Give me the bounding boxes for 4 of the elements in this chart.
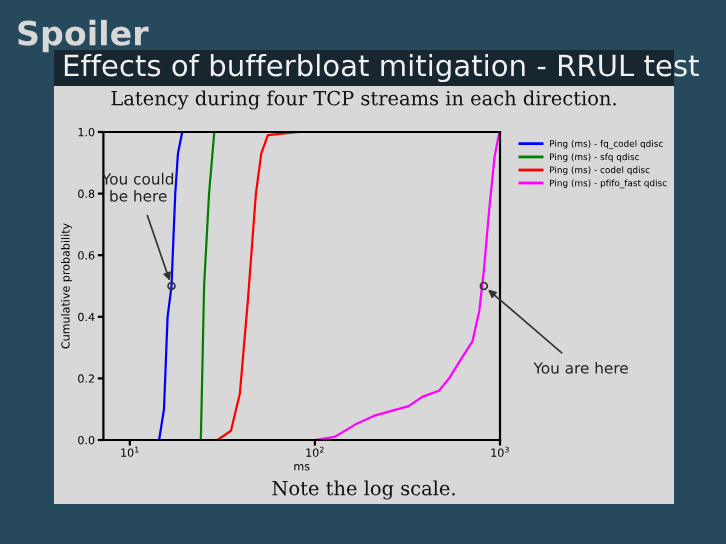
chart-title: Spoiler [18, 19, 149, 53]
chart-subtitle: Effects of bufferbloat mitigation - RRUL test [64, 53, 699, 83]
text: Latency during four TCP streams in each direction. [111, 90, 616, 110]
text: Note the log scale. [272, 480, 455, 500]
